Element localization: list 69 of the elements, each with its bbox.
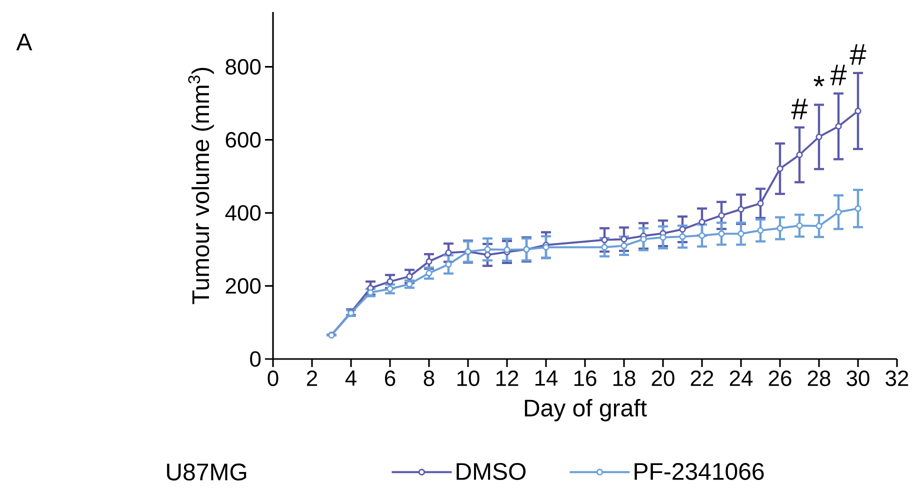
point — [504, 246, 510, 254]
point — [718, 212, 725, 219]
x-tick-label: 22 — [690, 370, 714, 386]
point — [718, 230, 725, 238]
x-tick-label: 0 — [268, 370, 278, 386]
x-tick-label: 4 — [345, 370, 356, 386]
point — [601, 236, 608, 244]
x-tick-label: 14 — [535, 370, 558, 386]
text: A — [16, 34, 32, 50]
point — [445, 249, 452, 256]
y-tick-label: 0 — [250, 351, 261, 367]
point — [406, 280, 413, 288]
point — [601, 244, 608, 251]
point — [738, 230, 744, 238]
point — [796, 222, 803, 229]
y-axis-title: Tumour volume (mm$^{3}$) — [188, 68, 214, 304]
point — [679, 226, 686, 233]
point — [757, 227, 764, 234]
y-tick-label: 400 — [225, 205, 261, 221]
x-tick-label: 10 — [457, 370, 480, 386]
point — [640, 236, 647, 242]
point — [386, 278, 394, 285]
point — [757, 200, 764, 207]
point — [620, 242, 628, 250]
point — [484, 252, 491, 258]
legend-label: DMSO — [456, 462, 526, 480]
point — [835, 123, 842, 130]
point — [620, 236, 628, 242]
point — [854, 205, 862, 212]
x-tick-label: 16 — [574, 370, 596, 386]
point — [698, 218, 706, 226]
point — [835, 208, 842, 216]
x-tick-label: 6 — [385, 370, 396, 386]
point — [854, 108, 862, 114]
x-axis-title: Day of graft — [524, 398, 647, 422]
point — [776, 224, 784, 232]
text: U87MG — [167, 463, 246, 480]
annotation: * — [814, 76, 824, 86]
x-tick-label: 8 — [424, 370, 434, 386]
x-tick-label: 26 — [768, 370, 792, 386]
annotation: # — [830, 64, 847, 86]
point — [738, 206, 744, 213]
x-tick-label: 28 — [808, 370, 830, 386]
point — [679, 233, 686, 240]
annotation: # — [791, 98, 808, 120]
legend-label: PF-2341066 — [634, 462, 764, 480]
point — [386, 286, 394, 292]
point — [426, 270, 432, 276]
point — [816, 222, 822, 230]
x-tick-label: 30 — [846, 370, 870, 386]
x-tick-label: 12 — [496, 370, 518, 386]
point — [406, 273, 413, 280]
point — [776, 165, 784, 172]
point — [542, 244, 550, 251]
point — [484, 246, 491, 253]
x-tick-label: 20 — [652, 370, 674, 386]
y-tick-label: 200 — [226, 278, 261, 294]
x-tick-label: 32 — [886, 370, 908, 386]
point — [816, 134, 822, 140]
annotation: # — [850, 44, 866, 65]
x-tick-label: 18 — [613, 370, 636, 386]
point — [796, 152, 803, 158]
point — [660, 234, 666, 241]
y-tick-label: 800 — [226, 59, 261, 75]
point — [426, 258, 432, 265]
x-tick-label: 24 — [730, 370, 753, 386]
point — [445, 261, 452, 268]
y-tick-label: 600 — [226, 132, 261, 148]
x-tick-label: 2 — [307, 370, 318, 386]
